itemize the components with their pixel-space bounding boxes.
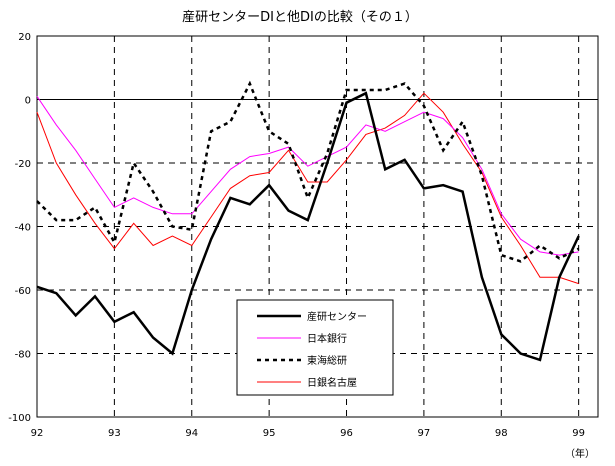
legend-label: 東海総研 <box>307 354 347 367</box>
x-tick-label: 96 <box>340 428 353 439</box>
y-tick-label: -80 <box>15 350 31 361</box>
x-tick-label: 98 <box>495 428 508 439</box>
series-line <box>36 92 579 285</box>
series-line <box>36 91 580 362</box>
legend-label: 日銀名古屋 <box>307 376 357 389</box>
y-tick-label: -100 <box>8 413 31 424</box>
x-tick-label: 97 <box>418 428 431 439</box>
x-tick-label: 95 <box>263 428 276 439</box>
x-tick-label: 92 <box>31 428 44 439</box>
series-line <box>36 96 579 256</box>
y-tick-label: 20 <box>18 32 31 43</box>
x-tick-label: 93 <box>108 428 121 439</box>
series-lines <box>36 80 580 362</box>
y-tick-label: 0 <box>25 96 31 107</box>
series-line <box>36 80 580 263</box>
plot-frame <box>36 35 599 418</box>
x-axis-label: （年） <box>565 447 595 460</box>
y-tick-label: -60 <box>15 286 31 297</box>
legend-label: 日本銀行 <box>307 332 347 345</box>
x-tick-label: 94 <box>185 428 198 439</box>
legend-label: 産研センター <box>307 310 367 323</box>
chart-title: 産研センターDIと他DIの比較（その１） <box>182 9 418 25</box>
y-tick-label: -40 <box>15 223 31 234</box>
y-tick-label: -20 <box>15 159 31 170</box>
x-tick-label: 99 <box>572 428 585 439</box>
